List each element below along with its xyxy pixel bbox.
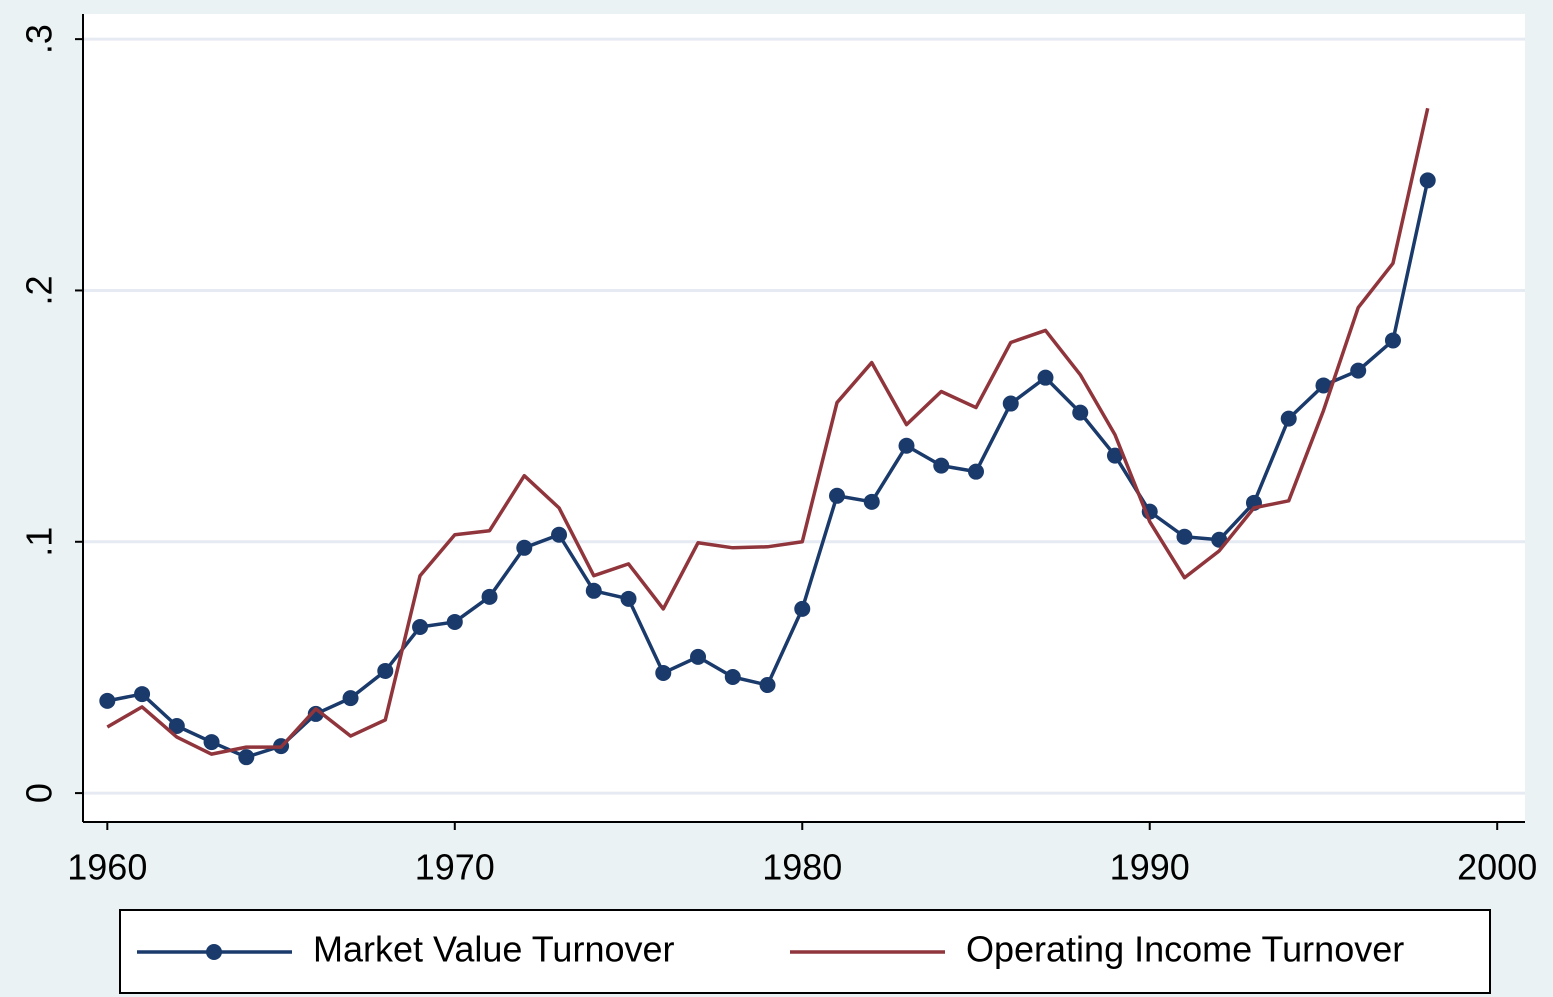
series-marker bbox=[377, 662, 394, 679]
series-marker bbox=[1350, 362, 1367, 379]
plot-area bbox=[83, 14, 1525, 822]
series-marker bbox=[446, 613, 463, 630]
series-marker bbox=[898, 437, 915, 454]
series-marker bbox=[829, 487, 846, 504]
series-marker bbox=[620, 590, 637, 607]
series-marker bbox=[1072, 404, 1089, 421]
x-tick-label: 1970 bbox=[415, 847, 495, 888]
series-marker bbox=[168, 717, 185, 734]
series-marker bbox=[1419, 172, 1436, 189]
series-marker bbox=[1037, 369, 1054, 386]
legend-label: Operating Income Turnover bbox=[966, 929, 1404, 970]
series-marker bbox=[759, 677, 776, 694]
x-tick-label: 1960 bbox=[67, 847, 147, 888]
series-marker bbox=[412, 618, 429, 635]
series-marker bbox=[1002, 395, 1019, 412]
legend-marker bbox=[206, 944, 222, 960]
series-marker bbox=[724, 668, 741, 685]
series-marker bbox=[585, 582, 602, 599]
series-marker bbox=[238, 749, 255, 766]
series-marker bbox=[516, 539, 533, 556]
legend-label: Market Value Turnover bbox=[313, 929, 675, 970]
y-tick-label: .2 bbox=[19, 275, 60, 305]
x-tick-label: 1980 bbox=[762, 847, 842, 888]
series-marker bbox=[655, 664, 672, 681]
series-marker bbox=[863, 493, 880, 510]
series-marker bbox=[481, 588, 498, 605]
y-tick-label: 0 bbox=[19, 783, 60, 803]
series-marker bbox=[794, 600, 811, 617]
series-marker bbox=[134, 686, 151, 703]
series-marker bbox=[1176, 528, 1193, 545]
series-marker bbox=[1106, 447, 1123, 464]
series-marker bbox=[967, 463, 984, 480]
y-tick-label: .1 bbox=[19, 527, 60, 557]
series-marker bbox=[1315, 377, 1332, 394]
x-tick-label: 2000 bbox=[1457, 847, 1537, 888]
x-tick-label: 1990 bbox=[1110, 847, 1190, 888]
series-marker bbox=[933, 457, 950, 474]
series-marker bbox=[1280, 410, 1297, 427]
series-marker bbox=[551, 526, 568, 543]
series-marker bbox=[203, 734, 220, 751]
y-tick-label: .3 bbox=[19, 24, 60, 54]
series-marker bbox=[690, 648, 707, 665]
series-line bbox=[106, 107, 1430, 756]
series-marker bbox=[342, 690, 359, 707]
series-marker bbox=[99, 692, 116, 709]
series-marker bbox=[1384, 332, 1401, 349]
